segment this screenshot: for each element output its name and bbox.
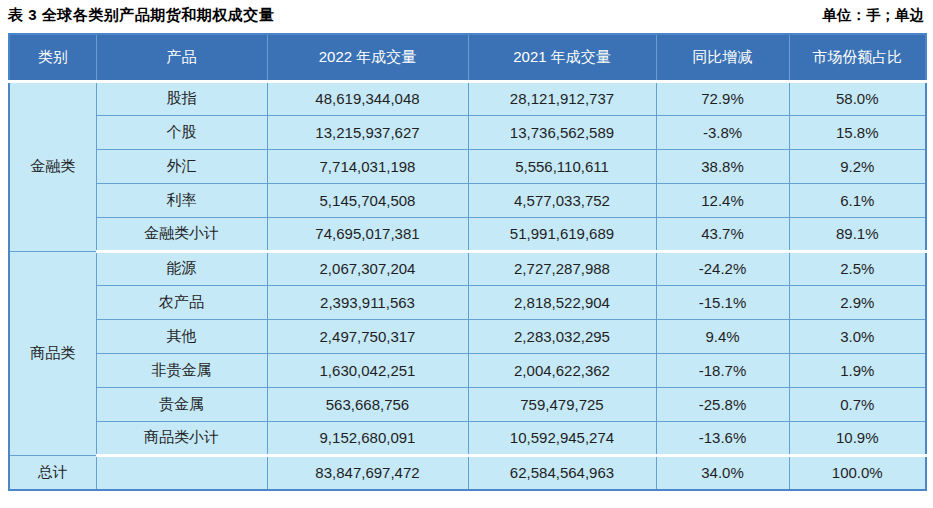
product-cell: 金融类小计 bbox=[96, 217, 267, 251]
product-cell: 个股 bbox=[96, 115, 267, 149]
share-cell: 9.2% bbox=[789, 149, 926, 183]
yoy-cell: 9.4% bbox=[656, 319, 789, 353]
table-row: 非贵金属 1,630,042,251 2,004,622,362 -18.7% … bbox=[9, 353, 926, 387]
share-cell: 6.1% bbox=[789, 183, 926, 217]
volume-2022-cell: 48,619,344,048 bbox=[267, 81, 468, 115]
volume-2022-cell: 5,145,704,508 bbox=[267, 183, 468, 217]
yoy-cell: -3.8% bbox=[656, 115, 789, 149]
volume-2022-cell: 1,630,042,251 bbox=[267, 353, 468, 387]
share-cell: 58.0% bbox=[789, 81, 926, 115]
yoy-cell: -15.1% bbox=[656, 285, 789, 319]
share-cell: 1.9% bbox=[789, 353, 926, 387]
yoy-cell: -13.6% bbox=[656, 421, 789, 455]
category-cell-commodity: 商品类 bbox=[9, 251, 96, 455]
volume-table: 类别 产品 2022 年成交量 2021 年成交量 同比增减 市场份额占比 金融… bbox=[8, 33, 927, 491]
volume-2021-cell: 5,556,110,611 bbox=[468, 149, 656, 183]
yoy-cell: 43.7% bbox=[656, 217, 789, 251]
volume-2021-cell: 2,004,622,362 bbox=[468, 353, 656, 387]
column-header-product: 产品 bbox=[96, 34, 267, 81]
table-row: 金融类 股指 48,619,344,048 28,121,912,737 72.… bbox=[9, 81, 926, 115]
table-row: 其他 2,497,750,317 2,283,032,295 9.4% 3.0% bbox=[9, 319, 926, 353]
table-header: 类别 产品 2022 年成交量 2021 年成交量 同比增减 市场份额占比 bbox=[9, 34, 926, 81]
yoy-cell: -18.7% bbox=[656, 353, 789, 387]
table-row: 外汇 7,714,031,198 5,556,110,611 38.8% 9.2… bbox=[9, 149, 926, 183]
column-header-2022-volume: 2022 年成交量 bbox=[267, 34, 468, 81]
total-volume-2021-cell: 62,584,564,963 bbox=[468, 455, 656, 490]
product-cell: 能源 bbox=[96, 251, 267, 285]
volume-2021-cell: 4,577,033,752 bbox=[468, 183, 656, 217]
commodity-section: 商品类 能源 2,067,307,204 2,727,287,988 -24.2… bbox=[9, 251, 926, 455]
table-row: 利率 5,145,704,508 4,577,033,752 12.4% 6.1… bbox=[9, 183, 926, 217]
title-bar: 表 3 全球各类别产品期货和期权成交量 单位：手；单边 bbox=[0, 0, 933, 33]
share-cell: 15.8% bbox=[789, 115, 926, 149]
total-section: 总计 83,847,697,472 62,584,564,963 34.0% 1… bbox=[9, 455, 926, 490]
volume-2021-cell: 51,991,619,689 bbox=[468, 217, 656, 251]
volume-2021-cell: 13,736,562,589 bbox=[468, 115, 656, 149]
total-volume-2022-cell: 83,847,697,472 bbox=[267, 455, 468, 490]
volume-2021-cell: 2,283,032,295 bbox=[468, 319, 656, 353]
column-header-2021-volume: 2021 年成交量 bbox=[468, 34, 656, 81]
product-cell: 利率 bbox=[96, 183, 267, 217]
product-cell: 农产品 bbox=[96, 285, 267, 319]
volume-2021-cell: 2,818,522,904 bbox=[468, 285, 656, 319]
volume-2022-cell: 563,668,756 bbox=[267, 387, 468, 421]
volume-2021-cell: 759,479,725 bbox=[468, 387, 656, 421]
table-row subtotal-row: 金融类小计 74,695,017,381 51,991,619,689 43.7… bbox=[9, 217, 926, 251]
category-cell-financial: 金融类 bbox=[9, 81, 96, 251]
yoy-cell: 38.8% bbox=[656, 149, 789, 183]
product-cell: 外汇 bbox=[96, 149, 267, 183]
product-cell: 非贵金属 bbox=[96, 353, 267, 387]
volume-2021-cell: 2,727,287,988 bbox=[468, 251, 656, 285]
total-product-cell bbox=[96, 455, 267, 490]
unit-note: 单位：手；单边 bbox=[823, 6, 925, 25]
volume-2022-cell: 13,215,937,627 bbox=[267, 115, 468, 149]
product-cell: 贵金属 bbox=[96, 387, 267, 421]
share-cell: 3.0% bbox=[789, 319, 926, 353]
volume-2022-cell: 9,152,680,091 bbox=[267, 421, 468, 455]
total-label-cell: 总计 bbox=[9, 455, 96, 490]
table-row: 贵金属 563,668,756 759,479,725 -25.8% 0.7% bbox=[9, 387, 926, 421]
total-row: 总计 83,847,697,472 62,584,564,963 34.0% 1… bbox=[9, 455, 926, 490]
yoy-cell: -24.2% bbox=[656, 251, 789, 285]
share-cell: 2.9% bbox=[789, 285, 926, 319]
yoy-cell: 12.4% bbox=[656, 183, 789, 217]
share-cell: 10.9% bbox=[789, 421, 926, 455]
column-header-yoy-change: 同比增减 bbox=[656, 34, 789, 81]
table-row subtotal-row: 商品类小计 9,152,680,091 10,592,945,274 -13.6… bbox=[9, 421, 926, 455]
product-cell: 其他 bbox=[96, 319, 267, 353]
table-row: 个股 13,215,937,627 13,736,562,589 -3.8% 1… bbox=[9, 115, 926, 149]
volume-2022-cell: 2,067,307,204 bbox=[267, 251, 468, 285]
column-header-market-share: 市场份额占比 bbox=[789, 34, 926, 81]
share-cell: 89.1% bbox=[789, 217, 926, 251]
share-cell: 2.5% bbox=[789, 251, 926, 285]
table-row: 农产品 2,393,911,563 2,818,522,904 -15.1% 2… bbox=[9, 285, 926, 319]
volume-2022-cell: 2,497,750,317 bbox=[267, 319, 468, 353]
volume-2021-cell: 10,592,945,274 bbox=[468, 421, 656, 455]
volume-2022-cell: 2,393,911,563 bbox=[267, 285, 468, 319]
total-share-cell: 100.0% bbox=[789, 455, 926, 490]
product-cell: 股指 bbox=[96, 81, 267, 115]
volume-2022-cell: 74,695,017,381 bbox=[267, 217, 468, 251]
yoy-cell: 72.9% bbox=[656, 81, 789, 115]
volume-2021-cell: 28,121,912,737 bbox=[468, 81, 656, 115]
table-title: 表 3 全球各类别产品期货和期权成交量 bbox=[8, 6, 274, 25]
financial-section: 金融类 股指 48,619,344,048 28,121,912,737 72.… bbox=[9, 81, 926, 251]
share-cell: 0.7% bbox=[789, 387, 926, 421]
table-row: 商品类 能源 2,067,307,204 2,727,287,988 -24.2… bbox=[9, 251, 926, 285]
volume-2022-cell: 7,714,031,198 bbox=[267, 149, 468, 183]
yoy-cell: -25.8% bbox=[656, 387, 789, 421]
product-cell: 商品类小计 bbox=[96, 421, 267, 455]
total-yoy-cell: 34.0% bbox=[656, 455, 789, 490]
column-header-category: 类别 bbox=[9, 34, 96, 81]
